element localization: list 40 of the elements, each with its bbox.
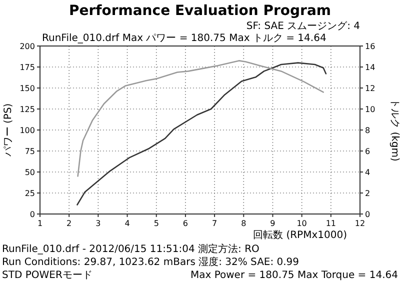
x-tick-label: 3 [96,219,101,228]
text: RunFile_010.drf Max パワー = 180.75 Max トルク = 14.64 [42,33,326,44]
y2-tick-label: 0 [365,210,370,219]
x-tick-label: 9 [270,219,276,228]
y-tick-label: 125 [20,105,35,114]
y-tick-label: 200 [20,42,35,51]
y2-tick-label: 12 [365,84,376,93]
y-tick-label: 150 [20,84,35,93]
x-tick-label: 7 [212,219,218,228]
y-tick-label: 75 [24,147,35,156]
y-tick-label: 50 [24,168,35,177]
x-tick-label: 10 [296,219,307,228]
x-tick-label: 5 [154,219,159,228]
y2-tick-label: 14 [365,63,376,72]
y2-tick-label: 10 [365,105,376,114]
y2-axis-title: トルク (kgm) [389,98,400,162]
y2-tick-label: 8 [365,126,370,135]
text: STD POWERモード [2,270,92,281]
x-tick-label: 4 [124,219,130,228]
x-axis-title: 回転数 (RPMx1000) [253,230,348,241]
y-tick-label: 0 [30,210,35,219]
y-axis-title: パワー (PS) [3,103,14,158]
y-tick-label: 25 [24,189,35,198]
x-tick-label: 1 [37,219,43,228]
text: Run Conditions: 29.87, 1023.62 mBars 湿度: 32% SAE: 0.99 [2,256,300,268]
x-tick-label: 6 [182,219,188,228]
text: SF: SAE スムージング: 4 [246,21,360,32]
y-tick-label: 100 [20,126,35,135]
x-tick-label: 12 [354,219,366,228]
text: RunFile_010.drf - 2012/06/15 11:51:04 測定方法: RO [2,243,260,255]
x-tick-label: 2 [66,219,72,228]
y2-tick-label: 16 [365,42,376,51]
x-tick-label: 11 [326,219,336,228]
y2-tick-label: 6 [365,147,370,156]
text: Max Power = 180.75 Max Torque = 14.64 [190,270,398,281]
y2-tick-label: 2 [365,189,370,198]
y-tick-label: 175 [20,63,35,72]
chart-title: Performance Evaluation Program [69,3,331,19]
y2-tick-label: 4 [365,168,370,177]
x-tick-label: 8 [241,219,246,228]
